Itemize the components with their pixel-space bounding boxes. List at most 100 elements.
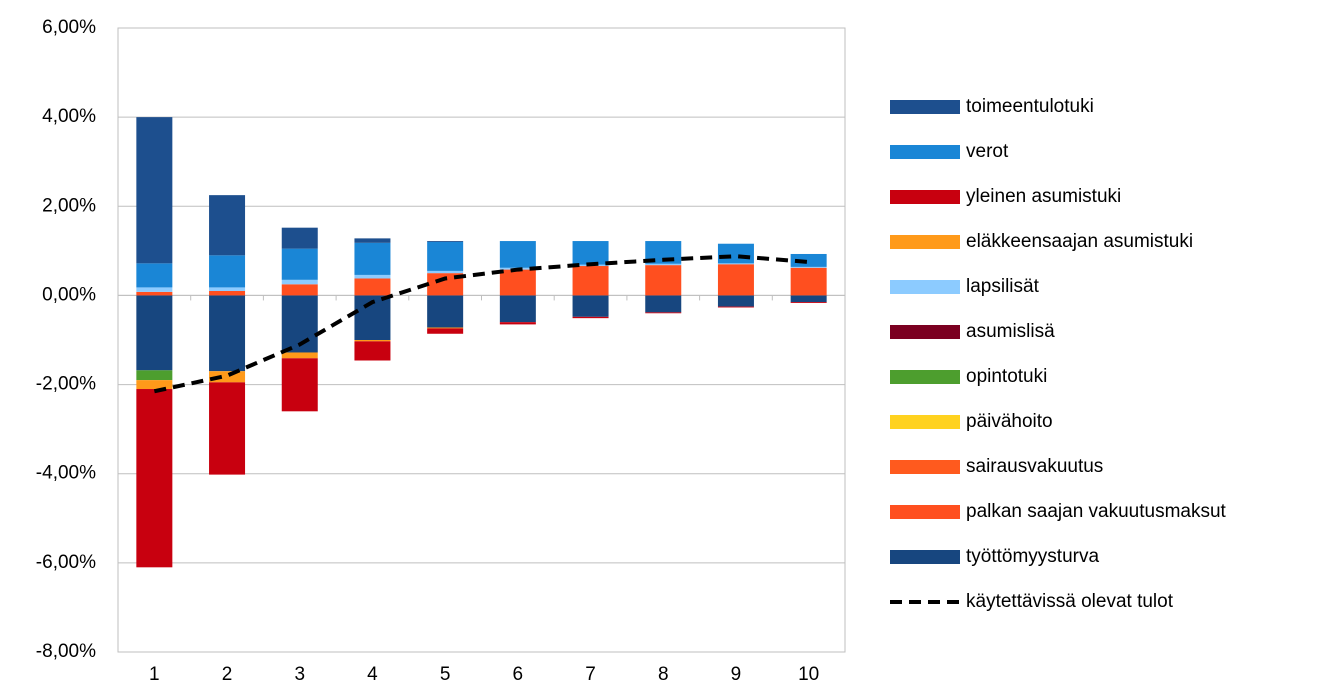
bar-segment [427,295,464,328]
y-tick-label: 2,00% [42,195,96,216]
bar-segment [281,284,318,296]
y-tick-label: -4,00% [36,463,96,484]
bar-segment [136,380,173,390]
bar-segment [499,269,536,296]
bar-segment [354,238,391,243]
bar-segment [281,358,318,412]
legend-label: lapsilisät [966,276,1040,297]
x-tick-label: 8 [658,664,669,685]
y-tick-label: -2,00% [36,374,96,395]
bar-segment [499,241,536,268]
legend-label: asumislisä [966,321,1055,342]
legend-swatch [890,235,960,249]
y-tick-label: 6,00% [42,17,96,38]
bar-segment [790,267,827,296]
bar-segment [136,287,173,292]
bar-segment [717,263,754,265]
bar-segment [790,266,827,268]
bar-segment [572,295,609,317]
x-tick-label: 4 [367,664,378,685]
x-tick-label: 5 [440,664,451,685]
bar-segment [281,227,318,249]
bar-segment [427,327,464,329]
x-tick-label: 7 [585,664,596,685]
x-tick-label: 3 [294,664,305,685]
bar-segment [717,295,754,307]
legend-label: käytettävissä olevat tulot [966,591,1174,612]
bar-segment [427,241,464,242]
legend-swatch [890,550,960,564]
bar-segment [427,328,464,334]
x-tick-label: 6 [513,664,524,685]
bar-segment [572,266,609,296]
y-tick-label: 0,00% [42,284,96,305]
bar-segment [209,287,246,291]
bar-segment [136,370,173,381]
bar-segment [281,248,318,280]
bar-segment [281,352,318,359]
y-tick-label: 4,00% [42,106,96,127]
bar-segment [427,273,464,296]
legend-swatch [890,100,960,114]
legend-swatch [890,280,960,294]
bar-segment [136,389,173,568]
legend-label: työttömyysturva [966,546,1099,567]
bar-segment [645,265,682,296]
x-tick-label: 10 [798,664,819,685]
bar-segment [209,371,246,383]
bar-segment [136,117,173,264]
legend-swatch [890,325,960,339]
x-tick-label: 1 [149,664,160,685]
bar-segment [209,382,246,475]
bar-segment [281,279,318,285]
x-tick-label: 9 [731,664,742,685]
bar-segment [572,316,609,319]
legend-label: toimeentulotuki [966,96,1094,117]
bar-segment [717,264,754,296]
legend-swatch [890,460,960,474]
legend-label: päivähoito [966,411,1053,432]
plot-border [117,27,846,653]
legend-swatch [890,415,960,429]
bar-segment [499,295,536,323]
legend-label: palkan saajan vakuutusmaksut [966,501,1227,522]
bar-segment [427,241,464,271]
x-tick-label: 2 [222,664,233,685]
bar-segment [790,302,827,304]
bar-segment [499,322,536,325]
legend-label: opintotuki [966,366,1047,387]
bar-segment [136,291,173,296]
bar-segment [136,295,173,371]
bar-segment [717,306,754,308]
legend-swatch [890,145,960,159]
bar-segment [354,340,391,342]
y-tick-label: -8,00% [36,641,96,662]
bar-segment [645,263,682,266]
bar-segment [209,290,246,296]
bar-segment [790,295,827,303]
bar-segment [209,195,246,256]
bar-segment [427,270,464,274]
legend-label: eläkkeensaajan asumistuki [966,231,1193,252]
bar-segment [136,263,173,288]
legend-swatch [890,505,960,519]
bar-segment [209,295,246,372]
bar-segment [790,253,827,267]
bar-segment [572,241,609,265]
legend-swatch [890,190,960,204]
legend-swatch [890,370,960,384]
bar-segment [354,341,391,361]
y-tick-label: -6,00% [36,552,96,573]
legend-label: yleinen asumistuki [966,186,1121,207]
bar-segment [354,242,391,275]
legend-label: verot [966,141,1009,162]
legend-label: sairausvakuutus [966,456,1103,477]
bar-segment [354,274,391,279]
bar-segment [645,295,682,313]
bar-segment [645,312,682,314]
bar-segment [717,243,754,264]
bar-segment [354,278,391,296]
bar-segment [209,255,246,288]
